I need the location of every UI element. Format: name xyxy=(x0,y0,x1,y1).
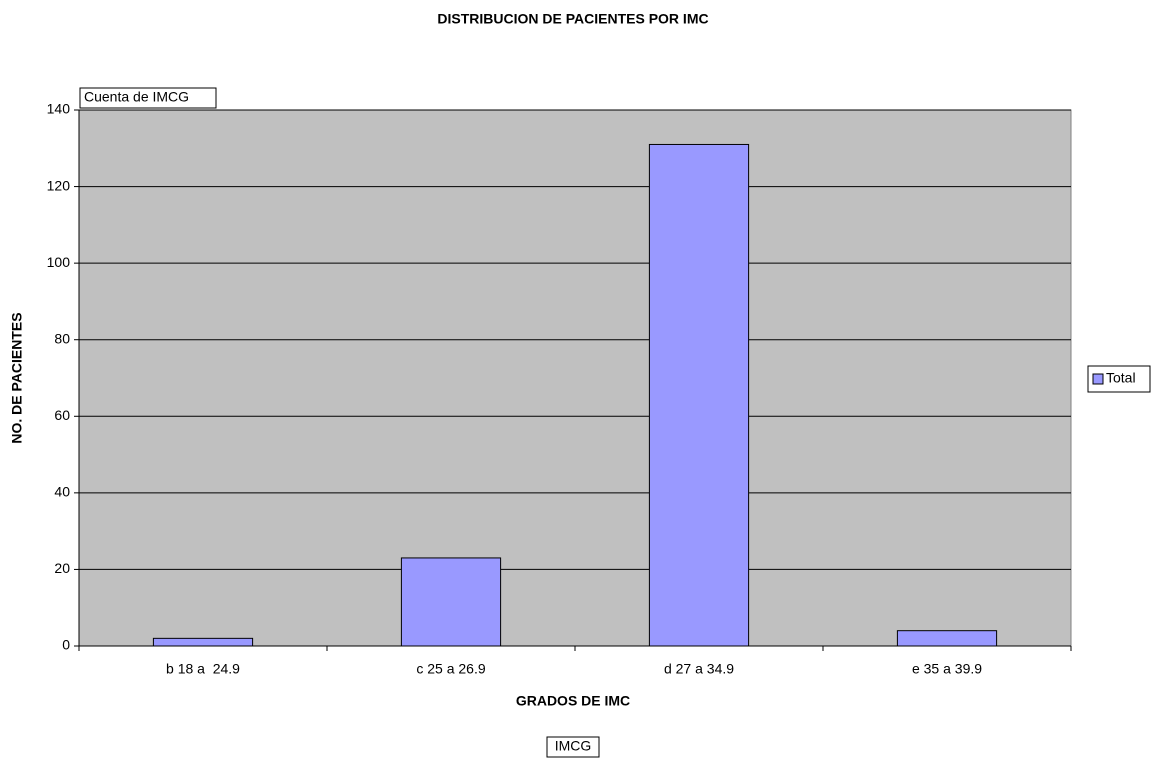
y-tick-label: 120 xyxy=(47,177,71,193)
legend-swatch xyxy=(1092,373,1104,385)
x-axis-label: GRADOS DE IMC xyxy=(516,693,630,709)
y-tick-label: 40 xyxy=(54,484,70,500)
y-tick-label: 140 xyxy=(47,101,71,117)
bar xyxy=(152,637,254,647)
y-tick-label: 100 xyxy=(47,254,71,270)
data-field-label: Cuenta de IMCG xyxy=(84,89,189,105)
x-tick-label: c 25 a 26.9 xyxy=(416,661,485,677)
bar xyxy=(400,557,502,647)
y-tick-label: 20 xyxy=(54,560,70,576)
category-field-button[interactable] xyxy=(546,736,600,758)
chart-title: DISTRIBUCION DE PACIENTES POR IMC xyxy=(437,11,708,27)
bar xyxy=(648,143,750,647)
category-field-label: IMCG xyxy=(555,738,592,754)
x-tick-label: d 27 a 34.9 xyxy=(664,661,734,677)
y-tick-label: 60 xyxy=(54,407,70,423)
x-tick-label: e 35 a 39.9 xyxy=(912,661,982,677)
bar xyxy=(896,630,998,647)
y-tick-label: 0 xyxy=(62,637,70,653)
x-tick-label: b 18 a 24.9 xyxy=(166,661,240,677)
y-tick-label: 80 xyxy=(54,330,70,346)
legend-label: Total xyxy=(1106,370,1136,386)
data-field-button[interactable] xyxy=(79,87,217,109)
y-axis-label: NO. DE PACIENTES xyxy=(9,312,25,443)
plot-area xyxy=(78,109,1072,647)
